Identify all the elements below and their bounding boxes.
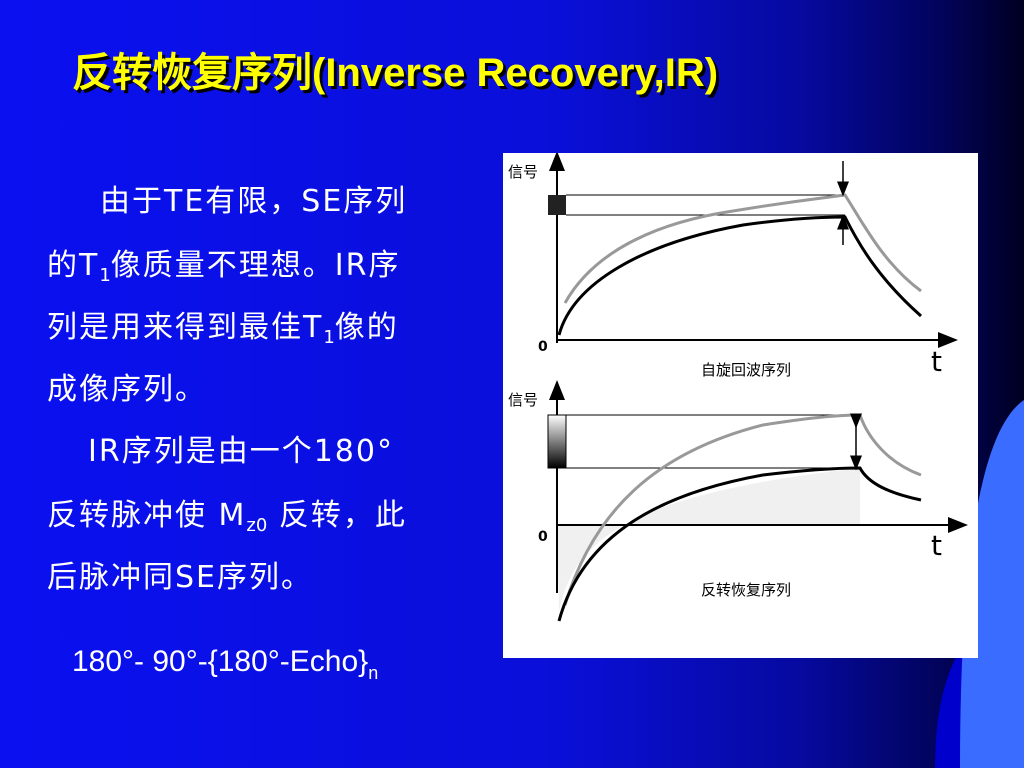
- subscript: 1: [99, 265, 111, 286]
- corner-shape: [960, 400, 1024, 768]
- caption: 反转恢复序列: [701, 581, 791, 599]
- origin-label: 0: [538, 529, 548, 545]
- title: 反转恢复序列(Inverse Recovery,IR): [72, 51, 719, 95]
- x-label: t: [931, 345, 942, 378]
- panel-bg: [503, 153, 978, 658]
- text-segment: 列是用来得到最佳T: [47, 310, 324, 345]
- ir-plot: [547, 380, 968, 622]
- text-segment: 后脉冲同SE序列。: [47, 560, 313, 595]
- text-segment: 成像序列。: [47, 372, 207, 407]
- text-segment: 由于TE有限，SE序列: [100, 184, 408, 219]
- x-label: t: [931, 529, 942, 562]
- text-line: 的T1像质量不理想。IR序: [47, 240, 400, 286]
- caption: 自旋回波序列: [701, 361, 791, 379]
- subscript: 1: [323, 327, 335, 348]
- text-line: 后脉冲同SE序列。: [47, 552, 313, 596]
- text-segment: 像质量不理想。IR序: [110, 248, 401, 283]
- text-segment: 180°- 90°-{180°-Echo}: [72, 645, 369, 678]
- text-line: 列是用来得到最佳T1像的: [47, 302, 399, 348]
- text-segment: 的T: [47, 248, 100, 283]
- text-segment: 像的: [334, 310, 399, 345]
- text-line: 由于TE有限，SE序列: [100, 176, 407, 220]
- y-label: 信号: [508, 163, 538, 181]
- y-label: 信号: [508, 391, 538, 409]
- origin-label: 0: [538, 339, 548, 355]
- text-segment: IR序列是由一个180°: [88, 434, 394, 469]
- text-line: IR序列是由一个180°: [88, 426, 394, 470]
- text-line: 成像序列。: [47, 364, 207, 408]
- subscript: z0: [246, 515, 268, 536]
- text-segment: 反转，此: [267, 498, 407, 533]
- text-segment: 反转脉冲使 M: [47, 498, 247, 533]
- subscript: n: [368, 663, 379, 683]
- text-line: 反转脉冲使 Mz0 反转，此: [47, 490, 407, 536]
- se-plot: [548, 153, 958, 348]
- formula: 180°- 90°-{180°-Echo}n: [72, 645, 378, 684]
